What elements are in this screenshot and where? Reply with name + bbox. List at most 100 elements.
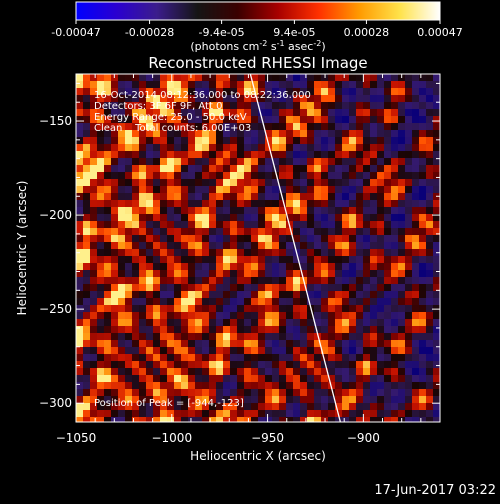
heatmap-pixel xyxy=(370,88,378,96)
heatmap-pixel xyxy=(412,354,420,362)
heatmap-pixel xyxy=(433,389,440,397)
heatmap-pixel xyxy=(412,403,420,411)
heatmap-pixel xyxy=(125,417,133,422)
heatmap-pixel xyxy=(125,81,133,89)
heatmap-pixel xyxy=(216,151,224,159)
heatmap-pixel xyxy=(272,319,280,327)
heatmap-pixel xyxy=(433,144,440,152)
heatmap-pixel xyxy=(104,298,112,306)
heatmap-pixel xyxy=(405,403,413,411)
heatmap-pixel xyxy=(433,256,440,264)
heatmap-pixel xyxy=(398,340,406,348)
heatmap-pixel xyxy=(244,242,252,250)
heatmap-pixel xyxy=(426,179,434,187)
heatmap-pixel xyxy=(195,361,203,369)
heatmap-pixel xyxy=(405,144,413,152)
heatmap-pixel xyxy=(286,151,294,159)
heatmap-pixel xyxy=(237,123,245,131)
heatmap-pixel xyxy=(363,284,371,292)
heatmap-pixel xyxy=(111,382,119,390)
heatmap-pixel xyxy=(307,165,315,173)
heatmap-pixel xyxy=(419,340,427,348)
heatmap-pixel xyxy=(293,389,301,397)
heatmap-pixel xyxy=(125,179,133,187)
heatmap-pixel xyxy=(244,74,252,82)
heatmap-pixel xyxy=(426,116,434,124)
heatmap-pixel xyxy=(244,228,252,236)
heatmap-pixel xyxy=(160,207,168,215)
heatmap-pixel xyxy=(391,368,399,376)
heatmap-pixel xyxy=(202,305,210,313)
heatmap-pixel xyxy=(209,347,217,355)
heatmap-pixel xyxy=(244,165,252,173)
y-axis: −150−200−250−300 xyxy=(39,82,440,410)
heatmap-pixel xyxy=(342,368,350,376)
heatmap-pixel xyxy=(139,179,147,187)
heatmap-pixel xyxy=(153,172,161,180)
heatmap-pixel xyxy=(433,179,440,187)
heatmap-pixel xyxy=(104,270,112,278)
heatmap-pixel xyxy=(433,326,440,334)
heatmap-pixel xyxy=(279,88,287,96)
heatmap-pixel xyxy=(132,312,140,320)
heatmap-pixel xyxy=(174,193,182,201)
heatmap-pixel xyxy=(104,235,112,243)
heatmap-pixel xyxy=(293,368,301,376)
heatmap-pixel xyxy=(251,207,259,215)
heatmap-pixel xyxy=(335,95,343,103)
heatmap-pixel xyxy=(223,165,231,173)
heatmap-pixel xyxy=(132,249,140,257)
heatmap-pixel xyxy=(153,102,161,110)
heatmap-pixel xyxy=(195,242,203,250)
heatmap-pixel xyxy=(132,382,140,390)
heatmap-pixel xyxy=(202,151,210,159)
heatmap-pixel xyxy=(111,403,119,411)
heatmap-pixel xyxy=(328,256,336,264)
heatmap-pixel xyxy=(167,109,175,117)
heatmap-pixel xyxy=(237,116,245,124)
heatmap-pixel xyxy=(125,116,133,124)
heatmap-pixel xyxy=(307,200,315,208)
heatmap-pixel xyxy=(230,200,238,208)
heatmap-pixel xyxy=(230,109,238,117)
heatmap-pixel xyxy=(209,312,217,320)
heatmap-pixel xyxy=(216,389,224,397)
heatmap-pixel xyxy=(90,263,98,271)
heatmap-pixel xyxy=(384,256,392,264)
heatmap-pixel xyxy=(391,123,399,131)
heatmap-pixel xyxy=(188,333,196,341)
heatmap-pixel xyxy=(265,361,273,369)
heatmap-pixel xyxy=(195,116,203,124)
heatmap-pixel xyxy=(286,389,294,397)
heatmap-pixel xyxy=(209,81,217,89)
heatmap-pixel xyxy=(90,347,98,355)
heatmap-pixel xyxy=(118,361,126,369)
heatmap-pixel xyxy=(118,333,126,341)
heatmap-pixel xyxy=(76,375,84,383)
heatmap-pixel xyxy=(90,249,98,257)
heatmap-pixel xyxy=(244,298,252,306)
heatmap-pixel xyxy=(384,249,392,257)
heatmap-pixel xyxy=(286,116,294,124)
heatmap-pixel xyxy=(433,207,440,215)
heatmap-pixel xyxy=(223,256,231,264)
heatmap-pixel xyxy=(433,172,440,180)
heatmap-pixel xyxy=(265,74,273,82)
heatmap-pixel xyxy=(286,340,294,348)
heatmap-pixel xyxy=(76,81,84,89)
heatmap-pixel xyxy=(76,347,84,355)
heatmap-pixel xyxy=(300,200,308,208)
heatmap-pixel xyxy=(97,270,105,278)
heatmap-pixel xyxy=(363,263,371,271)
heatmap-pixel xyxy=(97,375,105,383)
heatmap-pixel xyxy=(384,403,392,411)
heatmap-pixel xyxy=(419,368,427,376)
heatmap-pixel xyxy=(265,354,273,362)
heatmap-pixel xyxy=(321,116,329,124)
heatmap-pixel xyxy=(153,207,161,215)
heatmap-pixel xyxy=(223,263,231,271)
heatmap-pixel xyxy=(202,221,210,229)
heatmap-pixel xyxy=(188,81,196,89)
heatmap-pixel xyxy=(265,403,273,411)
heatmap-pixel xyxy=(314,312,322,320)
